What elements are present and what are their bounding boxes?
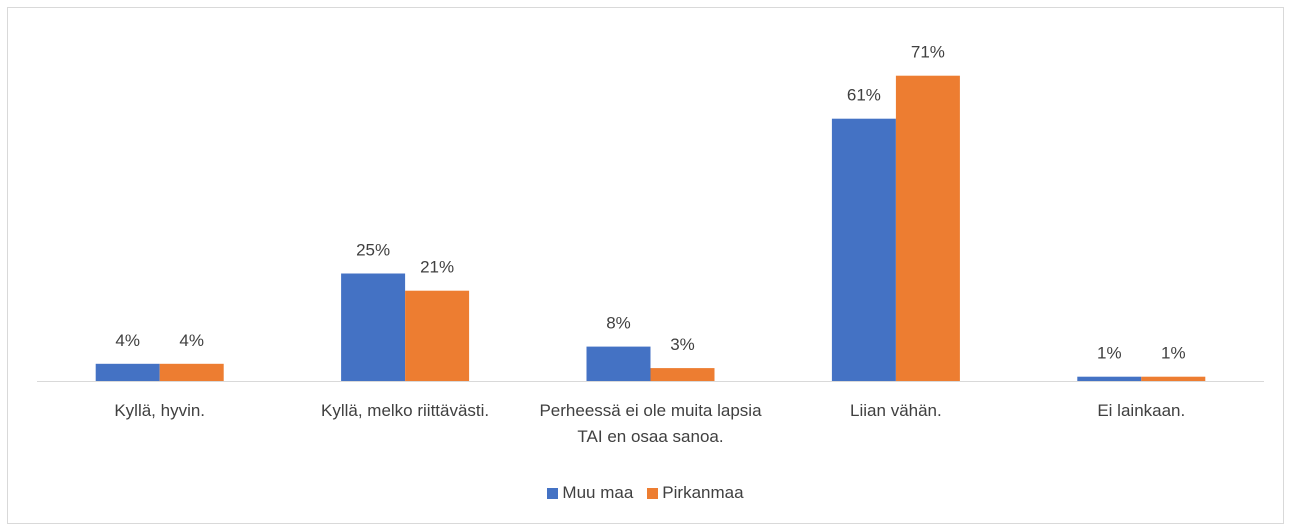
data-label: 25% — [356, 241, 390, 260]
data-label: 4% — [179, 331, 204, 350]
x-tick-label: Ei lainkaan. — [1097, 401, 1186, 420]
bar — [586, 346, 651, 381]
bar — [650, 368, 715, 381]
data-label: 4% — [115, 331, 140, 350]
x-tick-label: Liian vähän. — [850, 401, 942, 420]
legend-swatch — [647, 487, 659, 499]
bar — [159, 363, 224, 381]
bar — [341, 273, 406, 381]
data-label: 3% — [670, 335, 695, 354]
data-label: 1% — [1097, 344, 1122, 363]
bar — [1141, 376, 1206, 381]
legend-label: Pirkanmaa — [662, 483, 744, 502]
legend: Muu maa Pirkanmaa — [0, 483, 1291, 503]
x-tick-label: Perheessä ei ole muita lapsia TAI en osa… — [539, 401, 762, 446]
legend-item: Pirkanmaa — [647, 483, 744, 503]
data-label: 8% — [606, 314, 631, 333]
bar — [1077, 376, 1142, 381]
bar — [95, 363, 160, 381]
legend-swatch — [547, 487, 559, 499]
x-tick-label: Kyllä, melko riittävästi. — [321, 401, 490, 420]
data-label: 1% — [1161, 344, 1186, 363]
bar — [405, 290, 470, 381]
data-label: 21% — [420, 258, 454, 277]
legend-item: Muu maa — [547, 483, 633, 503]
x-tick-label: Kyllä, hyvin. — [114, 401, 206, 420]
bar — [831, 118, 896, 381]
data-label: 61% — [847, 86, 881, 105]
chart-border — [7, 7, 1284, 524]
bar — [895, 75, 960, 381]
legend-label: Muu maa — [562, 483, 634, 502]
data-label: 71% — [911, 43, 945, 62]
